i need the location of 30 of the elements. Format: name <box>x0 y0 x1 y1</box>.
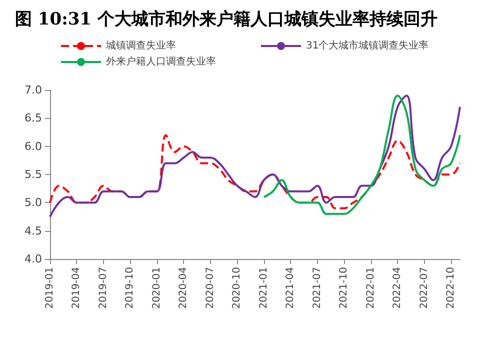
y-tick-label: 6.5 <box>24 112 42 125</box>
y-tick-label: 6.0 <box>24 140 42 153</box>
x-tick-label: 2021-10 <box>338 267 350 309</box>
x-tick-label: 2022-07 <box>418 267 430 309</box>
x-tick-label: 2021-04 <box>285 267 296 309</box>
y-tick-label: 4.5 <box>24 224 42 238</box>
x-tick-label: 2020-10 <box>232 267 243 309</box>
x-tick-label: 2021-01 <box>258 267 270 309</box>
x-tick-label: 2019-07 <box>98 267 109 309</box>
y-tick-label: 5.5 <box>24 168 42 181</box>
x-tick-label: 2022-01 <box>365 267 376 309</box>
x-tick-label: 2019-01 <box>44 267 56 309</box>
x-tick-label: 2020-07 <box>204 267 216 309</box>
chart-title: 图 10:31 个大城市和外来户籍人口城镇失业率持续回升 <box>15 10 438 30</box>
line-series <box>262 94 461 215</box>
x-tick-label: 2020-04 <box>178 267 190 309</box>
x-tick-label: 2022-10 <box>446 267 457 309</box>
y-tick-label: 7.0 <box>24 84 42 96</box>
line-series <box>49 94 461 218</box>
line-series <box>49 134 461 210</box>
x-tick-label: 2019-10 <box>124 267 136 309</box>
x-tick-label: 2020-01 <box>151 267 162 309</box>
legend-label: 外来户籍人口调查失业率 <box>106 56 216 68</box>
y-tick-label: 4.0 <box>24 252 42 266</box>
x-tick-label: 2019-04 <box>71 267 82 309</box>
x-tick-label: 2022-04 <box>392 267 404 309</box>
legend-label: 31个大城市城镇调查失业率 <box>306 40 429 52</box>
x-tick-label: 2021-07 <box>312 267 323 309</box>
legend-label: 城镇调查失业率 <box>105 40 176 52</box>
y-tick-label: 5.0 <box>24 196 42 210</box>
